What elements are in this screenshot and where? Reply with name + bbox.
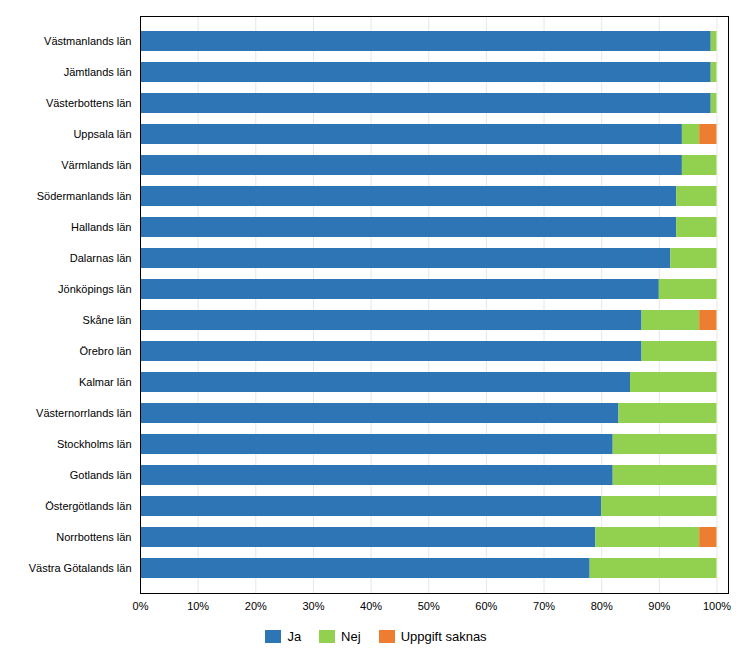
html-text:Ja: Ja: [287, 629, 302, 644]
svg-text:20%: 20%: [245, 600, 267, 612]
svg-text:50%: 50%: [418, 600, 440, 612]
svg-text:0%: 0%: [133, 600, 149, 612]
svg-text:Jämtlands län: Jämtlands län: [64, 66, 132, 78]
svg-text:Västerbottens län: Västerbottens län: [46, 97, 132, 109]
svg-text:Gotlands län: Gotlands län: [70, 469, 132, 481]
svg-text:30%: 30%: [302, 600, 324, 612]
svg-text:Kalmar län: Kalmar län: [79, 376, 132, 388]
html-text:Uppgift saknas: Uppgift saknas: [400, 629, 487, 644]
svg-text:Norrbottens län: Norrbottens län: [56, 531, 131, 543]
svg-text:Östergötlands län: Östergötlands län: [45, 500, 131, 512]
svg-text:Jönköpings län: Jönköpings län: [58, 283, 131, 295]
svg-text:100%: 100%: [703, 600, 731, 612]
svg-text:Dalarnas län: Dalarnas län: [70, 252, 132, 264]
svg-text:Skåne län: Skåne län: [83, 314, 132, 326]
svg-text:80%: 80%: [591, 600, 613, 612]
svg-text:Värmlands län: Värmlands län: [61, 159, 131, 171]
svg-text:Södermanlands län: Södermanlands län: [37, 190, 132, 202]
svg-text:10%: 10%: [187, 600, 209, 612]
svg-text:Västernorrlands län: Västernorrlands län: [36, 407, 131, 419]
svg-text:60%: 60%: [475, 600, 497, 612]
svg-text:70%: 70%: [533, 600, 555, 612]
svg-text:Hallands län: Hallands län: [71, 221, 132, 233]
svg-text:Stockholms län: Stockholms län: [57, 438, 132, 450]
svg-text:Örebro län: Örebro län: [80, 345, 132, 357]
svg-text:Västmanlands län: Västmanlands län: [44, 35, 131, 47]
svg-text:Västra Götalands län: Västra Götalands län: [29, 562, 132, 574]
svg-text:40%: 40%: [360, 600, 382, 612]
svg-text:90%: 90%: [648, 600, 670, 612]
html-text:Nej: Nej: [341, 629, 361, 644]
svg-text:Uppsala län: Uppsala län: [73, 128, 131, 140]
